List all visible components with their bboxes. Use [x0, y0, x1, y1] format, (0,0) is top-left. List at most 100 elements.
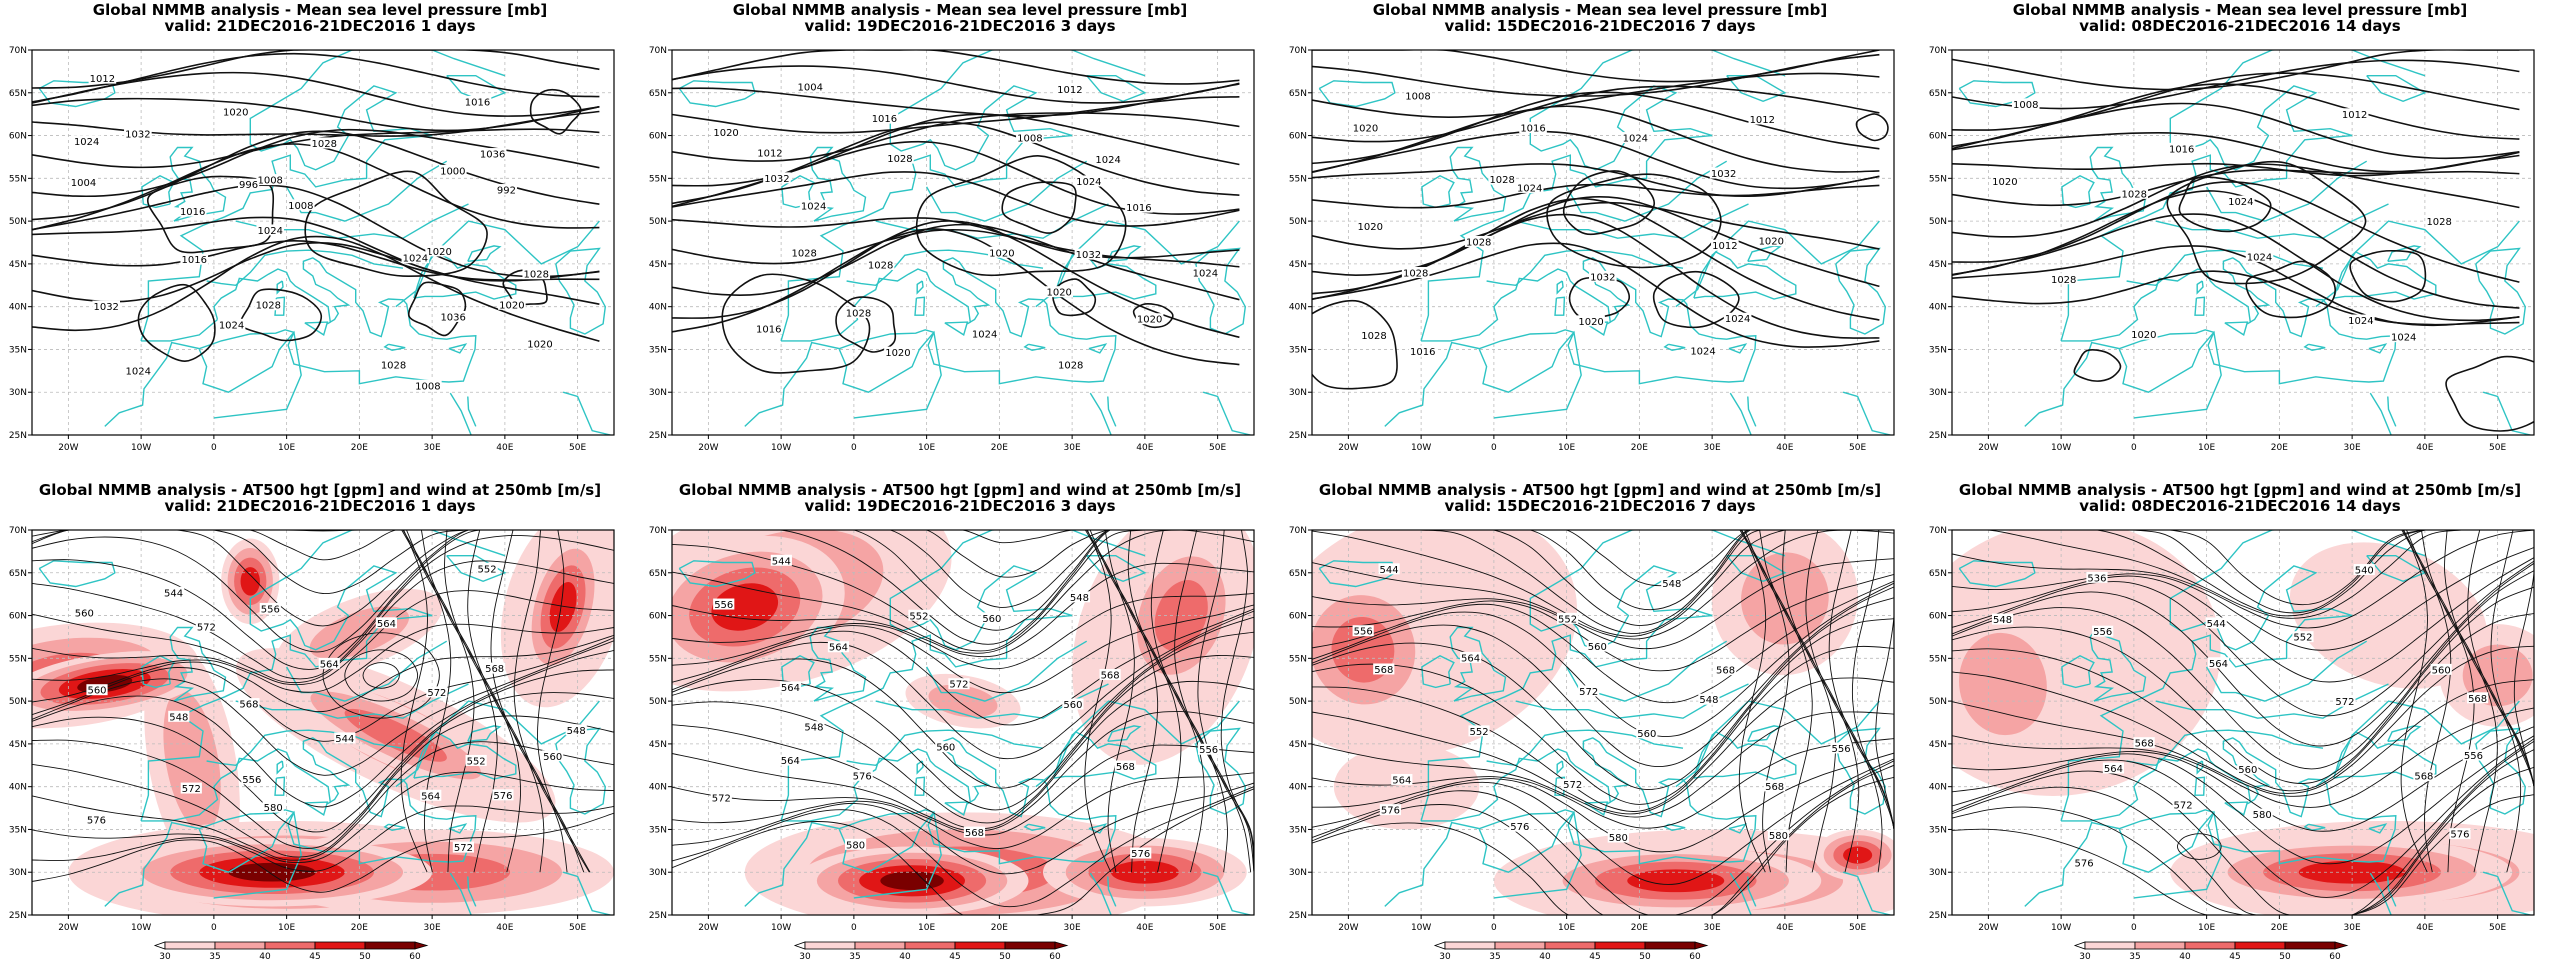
coastline [1107, 725, 1142, 742]
longitude-label: 40E [496, 923, 513, 933]
height-contour [1952, 766, 2534, 915]
isobar [1312, 299, 1398, 390]
contour-label: 576 [493, 791, 512, 802]
contour-label: 1016 [756, 325, 781, 336]
isobar [1652, 270, 1740, 329]
height-contour [32, 669, 614, 833]
gridlines [1312, 530, 1894, 915]
contour-label: 1020 [1992, 177, 2017, 188]
contour-label-bg [1099, 669, 1121, 681]
coastline [467, 725, 502, 742]
coastline [141, 175, 175, 209]
geopotential-contours [1312, 530, 1894, 915]
contour-label: 552 [1469, 727, 1488, 738]
contour-label-bg [2227, 195, 2255, 207]
coastline [1728, 343, 1748, 354]
contour-label-bg [908, 609, 930, 621]
coastline [1023, 343, 1046, 352]
longitude-label: 30E [1704, 923, 1721, 933]
height-contour [1312, 558, 1894, 650]
height-contour [1312, 597, 1894, 791]
isobar [2245, 260, 2337, 319]
latitude-label: 50N [649, 217, 667, 227]
coastline [2303, 343, 2326, 352]
isobar [32, 128, 600, 198]
coastline [304, 321, 329, 336]
contour-label-bg [1045, 286, 1073, 298]
contour-label: 1028 [312, 139, 337, 150]
panel-valid-date: valid: 08DEC2016-21DEC2016 14 days [2079, 497, 2401, 515]
contour-label: 568 [239, 700, 258, 711]
contour-label-bg [2462, 749, 2485, 761]
contour-label-bg [425, 245, 453, 257]
coastline [1842, 391, 1891, 435]
contour-label: 1024 [1517, 183, 1542, 194]
latitude-label: 50N [1929, 217, 1947, 227]
height-contour [2402, 530, 2452, 873]
contour-label: 1000 [440, 166, 465, 177]
latitude-label: 60N [9, 132, 27, 142]
coastline [198, 330, 302, 419]
latitude-label: 25N [1929, 911, 1947, 921]
contour-label-bg [1578, 685, 1600, 697]
contour-label: 1028 [846, 309, 871, 320]
contour-label-bg [484, 662, 506, 674]
height-contour [672, 530, 1254, 578]
height-contour [1312, 530, 1894, 587]
contour-label: 560 [1063, 700, 1082, 711]
contour-label-bg [756, 147, 784, 159]
longitude-label: 20E [1631, 443, 1648, 453]
contour-label-bg [1767, 829, 1790, 841]
longitude-label: 0 [1491, 443, 1497, 453]
height-contour [467, 530, 568, 873]
longitude-label: 10W [1411, 923, 1431, 933]
latitude-label: 55N [1289, 654, 1307, 664]
coastline [1053, 250, 1157, 300]
colorbar-label: 60 [1689, 952, 1701, 960]
coastline [2366, 555, 2427, 583]
contour-label-bg [495, 184, 518, 196]
height-contour [672, 786, 1254, 908]
isobar [1312, 105, 1880, 174]
longitude-label: 0 [1491, 923, 1497, 933]
contour-label-bg [981, 612, 1003, 624]
latitude-label: 45N [1289, 740, 1307, 750]
contour-label-bg [1360, 329, 1388, 341]
contour-label-bg [1404, 89, 1432, 101]
contour-label-bg [237, 178, 260, 190]
height-contour [1312, 530, 1894, 637]
contour-label: 568 [485, 664, 504, 675]
isobar [1952, 190, 2520, 309]
contour-label: 544 [1380, 565, 1399, 576]
coastline [467, 245, 502, 262]
contour-label: 1028 [1058, 361, 1083, 372]
isobar [1312, 130, 1880, 190]
contour-labels: 1008101210161020102410281032102410201012… [1351, 89, 1786, 358]
contour-label: 1016 [1520, 124, 1545, 135]
latitude-label: 35N [1929, 345, 1947, 355]
contour-label: 560 [2238, 765, 2257, 776]
height-contour [1312, 677, 1894, 815]
contour-label-bg [827, 641, 850, 653]
map-canvas: 1004 1012 1016 1020 1008 1012 1024 1028 1032 1024… [649, 46, 1255, 453]
height-contour [672, 616, 1254, 789]
contour-label-bg [2205, 617, 2227, 629]
longitude-label: 50E [569, 443, 586, 453]
latitude-label: 25N [1929, 431, 1947, 441]
contour-label: 1016 [180, 207, 205, 218]
latitude-label: 45N [1289, 260, 1307, 270]
height-contour [1312, 618, 1894, 805]
contour-label-bg [799, 200, 828, 212]
contour-label: 536 [2087, 573, 2106, 584]
contour-label: 1032 [1711, 169, 1736, 180]
height-contour [32, 634, 614, 713]
wind-speed-area [880, 871, 944, 891]
coastline [1086, 555, 1147, 583]
height-contour [344, 649, 419, 702]
map-canvas: 544 548 552 556 560 564 568 572 564 560 548 556 560 5… [649, 526, 1255, 960]
coastline [2369, 872, 2392, 915]
isobar [1546, 173, 1722, 269]
latitude-label: 50N [1289, 697, 1307, 707]
height-contour [537, 530, 590, 873]
longitude-label: 40E [496, 443, 513, 453]
